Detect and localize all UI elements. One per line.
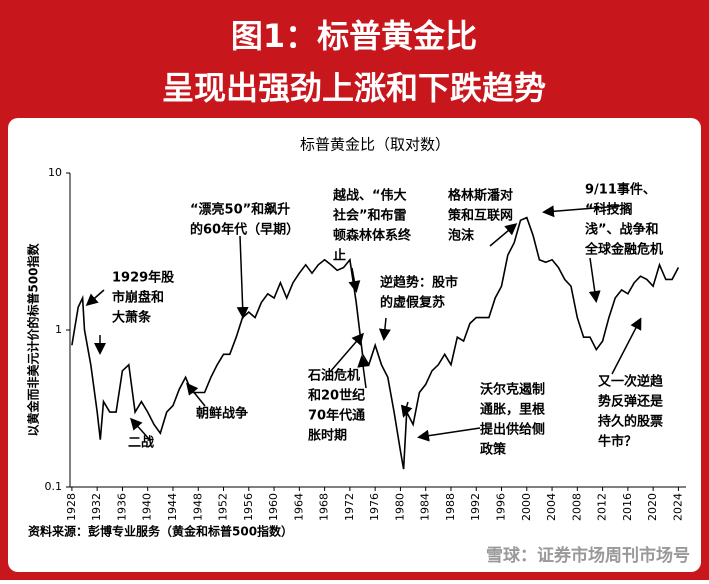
y-tick-label: 10	[48, 166, 62, 179]
x-tick-label: 1968	[318, 493, 331, 521]
annotation: 又一次逆趋	[597, 374, 664, 390]
x-tick-label: 1952	[217, 493, 230, 521]
arrow	[417, 427, 481, 442]
x-tick-label: 1964	[292, 493, 305, 521]
annotation: 提出供给侧	[480, 422, 545, 438]
arrow	[542, 205, 621, 218]
arrow	[611, 317, 642, 375]
arrow	[357, 355, 370, 389]
x-tick-label: 2004	[545, 493, 558, 521]
arrow	[378, 317, 391, 341]
annotation: 泡沫	[448, 228, 475, 244]
x-tick-label: 1944	[166, 493, 179, 521]
annotation: 和20世纪	[308, 388, 365, 404]
arrow	[489, 223, 518, 247]
annotation: 的虚假复苏	[380, 295, 445, 311]
annotation: 浅”、战争和	[585, 222, 659, 238]
x-tick-label: 1928	[65, 493, 78, 521]
banner-title: 呈现出强劲上涨和下跌趋势	[162, 69, 546, 107]
x-tick-label: 2020	[646, 493, 659, 521]
annotation: 势反弹还是	[598, 394, 664, 410]
x-tick-label: 1972	[343, 493, 356, 521]
y-tick-label: 0.1	[45, 480, 63, 493]
annotation: “科技搁	[585, 202, 633, 218]
annotation: 逆趋势：股市	[380, 275, 458, 291]
arrow	[129, 417, 151, 441]
annotation: 胀时期	[308, 428, 347, 444]
x-tick-label: 1988	[444, 493, 457, 521]
arrow	[588, 257, 601, 303]
annotation: 牛市？	[598, 434, 637, 450]
banner-title: 图1：标普黄金比	[231, 17, 477, 55]
x-tick-label: 1984	[419, 493, 432, 521]
annotation: 策和互联网	[448, 208, 513, 224]
annotation: 通胀，里根	[480, 402, 546, 418]
x-tick-label: 2016	[621, 493, 634, 521]
x-tick-label: 1996	[495, 493, 508, 521]
arrow	[348, 267, 361, 293]
annotation: 沃尔克遏制	[480, 382, 545, 398]
annotation: 二战	[128, 435, 154, 451]
x-tick-label: 1936	[115, 493, 128, 521]
arrow	[400, 401, 413, 418]
x-tick-label: 2024	[671, 493, 684, 521]
arrow	[236, 235, 249, 319]
x-tick-label: 2000	[520, 493, 533, 521]
chart-title: 标普黄金比（取对数）	[300, 136, 450, 154]
annotation: 社会”和布雷	[332, 208, 407, 224]
x-tick-label: 1980	[393, 493, 406, 521]
annotation: 政策	[480, 442, 507, 458]
annotation: 格林斯潘对	[448, 188, 513, 204]
x-tick-label: 1956	[242, 493, 255, 521]
annotation: 持久的股票	[598, 414, 663, 430]
annotation: 顿森林体系终	[333, 228, 412, 244]
annotation: 市崩盘和	[112, 290, 164, 306]
x-tick-label: 1992	[469, 493, 482, 521]
x-tick-label: 2012	[596, 493, 609, 521]
x-tick-label: 1948	[191, 493, 204, 521]
annotation: “漂亮50”和飙升	[190, 202, 290, 218]
annotation: 大萧条	[112, 310, 152, 326]
annotation: 全球金融危机	[584, 242, 663, 258]
x-tick-label: 1976	[368, 493, 381, 521]
x-tick-label: 2008	[570, 493, 583, 521]
annotation: 的60年代（早期）	[190, 222, 299, 238]
annotation: 70年代通	[308, 408, 365, 424]
annotation: 越战、“伟大	[332, 188, 407, 204]
x-tick-label: 1932	[90, 493, 103, 521]
annotation: 止	[333, 248, 346, 264]
annotation: 9/11事件、	[585, 182, 656, 198]
source: 资料来源：彭博专业服务（黄金和标普500指数）	[28, 524, 293, 539]
x-tick-label: 1960	[267, 493, 280, 521]
y-axis-label: 以黄金而非美元计价的标普500指数	[26, 242, 41, 436]
arrow	[329, 332, 364, 373]
arrow	[186, 382, 206, 407]
data-line	[71, 216, 680, 470]
annotation: 1929年股	[112, 270, 174, 286]
arrow	[85, 289, 105, 306]
annotation: 石油危机	[307, 368, 360, 384]
y-tick-label: 1	[55, 323, 62, 336]
x-tick-label: 1940	[141, 493, 154, 521]
annotation: 朝鲜战争	[196, 406, 248, 422]
watermark: 雪球：证券市场周刊市场号	[486, 545, 690, 566]
